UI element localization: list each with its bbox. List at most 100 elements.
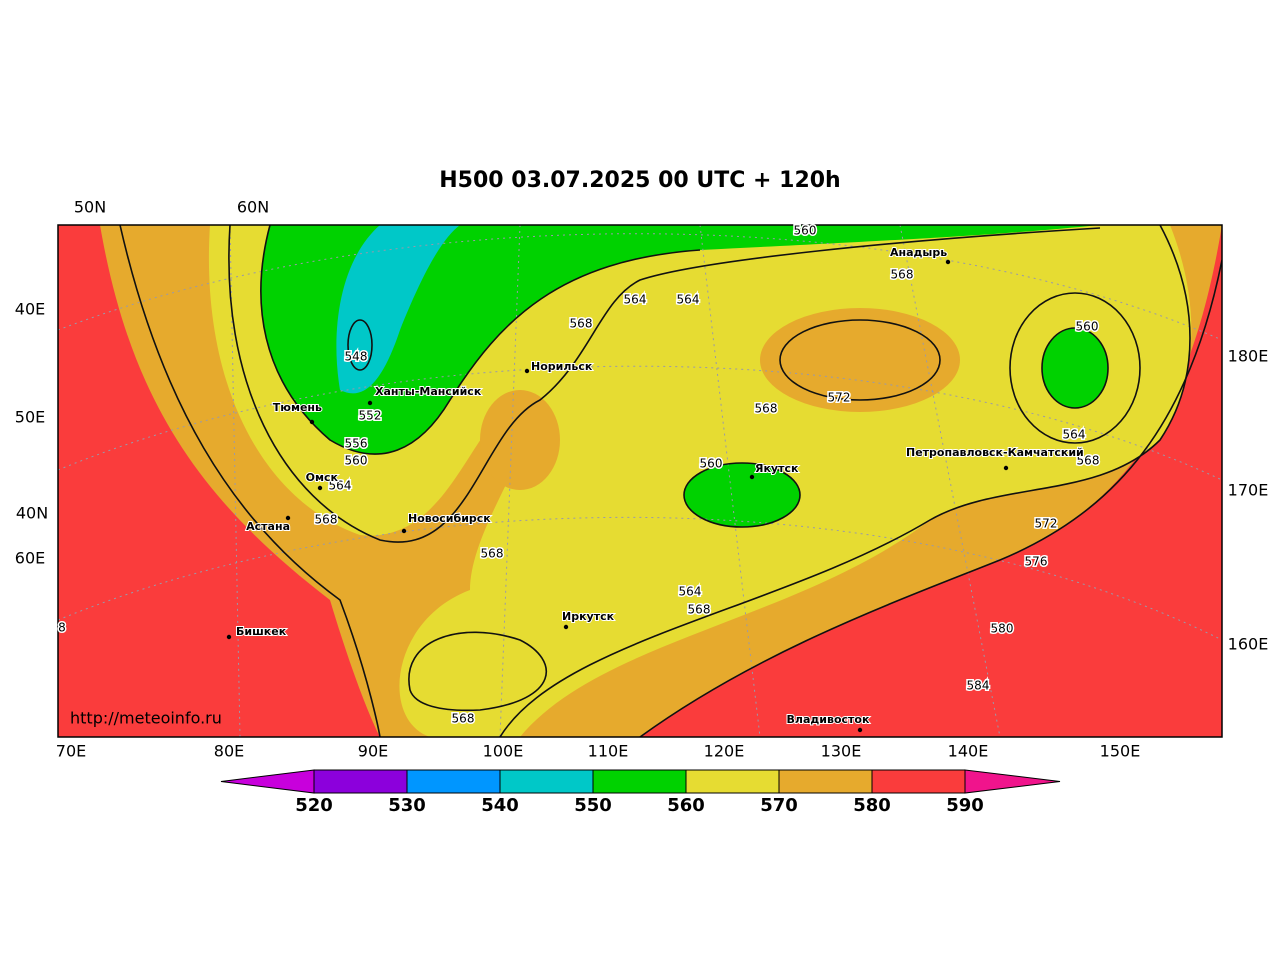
contour-label: 564 xyxy=(1063,428,1086,442)
lon-label: 130E xyxy=(821,742,862,761)
city-dot xyxy=(524,368,530,374)
contour-label: 564 xyxy=(329,479,352,493)
lon-label: 120E xyxy=(704,742,745,761)
city-label: Ханты-Мансийск xyxy=(375,385,482,398)
isoline xyxy=(639,259,1222,737)
city-dot xyxy=(317,485,323,491)
contour-label: 564 xyxy=(679,585,702,599)
lat-label: 60N xyxy=(237,198,269,217)
colorbar-extend xyxy=(964,769,1061,794)
lon-label: 110E xyxy=(588,742,629,761)
contour-label: 560 xyxy=(345,454,368,468)
colorbar: 520 530 540 550 560 570 580 590 xyxy=(220,769,1061,816)
isoline xyxy=(499,225,1191,737)
contour-label: 568 xyxy=(315,513,338,527)
colorbar-segment xyxy=(592,769,687,794)
contour-label: 564 xyxy=(624,293,647,307)
lat-label: 50N xyxy=(74,198,106,217)
city-label: Якутск xyxy=(755,462,799,475)
cities: Анадырь Норильск Ханты-Мансийск Тюмень Якутс… xyxy=(226,245,1085,733)
isoline xyxy=(260,225,701,455)
contour-label: 560 xyxy=(1076,320,1099,334)
isoline xyxy=(683,462,801,528)
isoline xyxy=(1009,292,1141,444)
city-dot xyxy=(857,727,863,733)
colorbar-label: 570 xyxy=(760,795,798,816)
edge-label: 170E xyxy=(1228,481,1269,500)
zone xyxy=(480,390,560,490)
zone xyxy=(684,463,800,527)
city-label: Тюмень xyxy=(273,401,322,414)
colorbar-label: 580 xyxy=(853,795,891,816)
colorbar-extend xyxy=(220,769,315,794)
edge-label: 50E xyxy=(15,408,45,427)
isoline xyxy=(408,631,547,712)
colorbar-label: 540 xyxy=(481,795,519,816)
graticule xyxy=(58,225,1222,737)
contour-label: 572 xyxy=(828,391,851,405)
city-label: Новосибирск xyxy=(408,512,491,525)
lon-label: 150E xyxy=(1100,742,1141,761)
lon-label: 80E xyxy=(214,742,244,761)
contour-labels: 560 568 564 564 568 560 548 572 568 552 564 556 568 5… xyxy=(57,222,1101,727)
contour-label: 584 xyxy=(967,679,990,693)
city-label: Астана xyxy=(246,520,290,533)
lon-label: 140E xyxy=(948,742,989,761)
colorbar-label: 560 xyxy=(667,795,705,816)
contour-label: 560 xyxy=(700,457,723,471)
city-label: Иркутск xyxy=(562,610,615,623)
contour-label: 568 xyxy=(481,547,504,561)
city-dot xyxy=(309,419,315,425)
watermark: http://meteoinfo.ru xyxy=(70,709,222,728)
title: H500 03.07.2025 00 UTC + 120h xyxy=(439,168,840,193)
city-dot xyxy=(945,259,951,265)
contour-label: 548 xyxy=(345,350,368,364)
colorbar-segment xyxy=(778,769,873,794)
zone xyxy=(336,225,460,394)
city-dot xyxy=(367,400,373,406)
city-dot xyxy=(285,515,291,521)
city-label: Бишкек xyxy=(236,625,287,638)
city-dot xyxy=(1003,465,1009,471)
colorbar-label: 530 xyxy=(388,795,426,816)
zone xyxy=(260,225,1101,455)
contour-label: 568 xyxy=(452,712,475,726)
edge-label: 40E xyxy=(15,300,45,319)
contour-label: 556 xyxy=(345,437,368,451)
contour-label: 568 xyxy=(1077,454,1100,468)
city-dot xyxy=(226,634,232,640)
city-dot xyxy=(563,624,569,630)
city-dot xyxy=(749,474,755,480)
contour-label: 572 xyxy=(1035,517,1058,531)
isoline xyxy=(347,319,373,371)
colorbar-label: 520 xyxy=(295,795,333,816)
isoline xyxy=(228,225,1101,543)
colorbar-segment xyxy=(499,769,594,794)
lon-label: 70E xyxy=(56,742,86,761)
isoline xyxy=(119,225,381,737)
colorbar-label: 550 xyxy=(574,795,612,816)
city-label: Норильск xyxy=(531,360,593,373)
contour-label: 8 xyxy=(58,621,66,635)
city-label: Омск xyxy=(306,471,339,484)
frame xyxy=(57,224,1223,738)
colorbar-label: 590 xyxy=(946,795,984,816)
contour-label: 568 xyxy=(688,603,711,617)
contour-label: 580 xyxy=(991,622,1014,636)
contour-label: 552 xyxy=(359,409,382,423)
isoline xyxy=(779,319,941,401)
edge-label: 40N xyxy=(16,504,48,523)
colorbar-segment xyxy=(406,769,501,794)
colorbar-segment xyxy=(313,769,408,794)
contour-label: 560 xyxy=(794,224,817,238)
contour-label: 568 xyxy=(891,268,914,282)
edge-label: 60E xyxy=(15,549,45,568)
contour-label: 568 xyxy=(570,317,593,331)
contour-label: 564 xyxy=(677,293,700,307)
city-label: Петропавловск-Камчатский xyxy=(906,446,1084,459)
city-dot xyxy=(401,528,407,534)
edge-label: 160E xyxy=(1228,635,1269,654)
contour-label: 576 xyxy=(1025,555,1048,569)
zone xyxy=(760,308,960,412)
